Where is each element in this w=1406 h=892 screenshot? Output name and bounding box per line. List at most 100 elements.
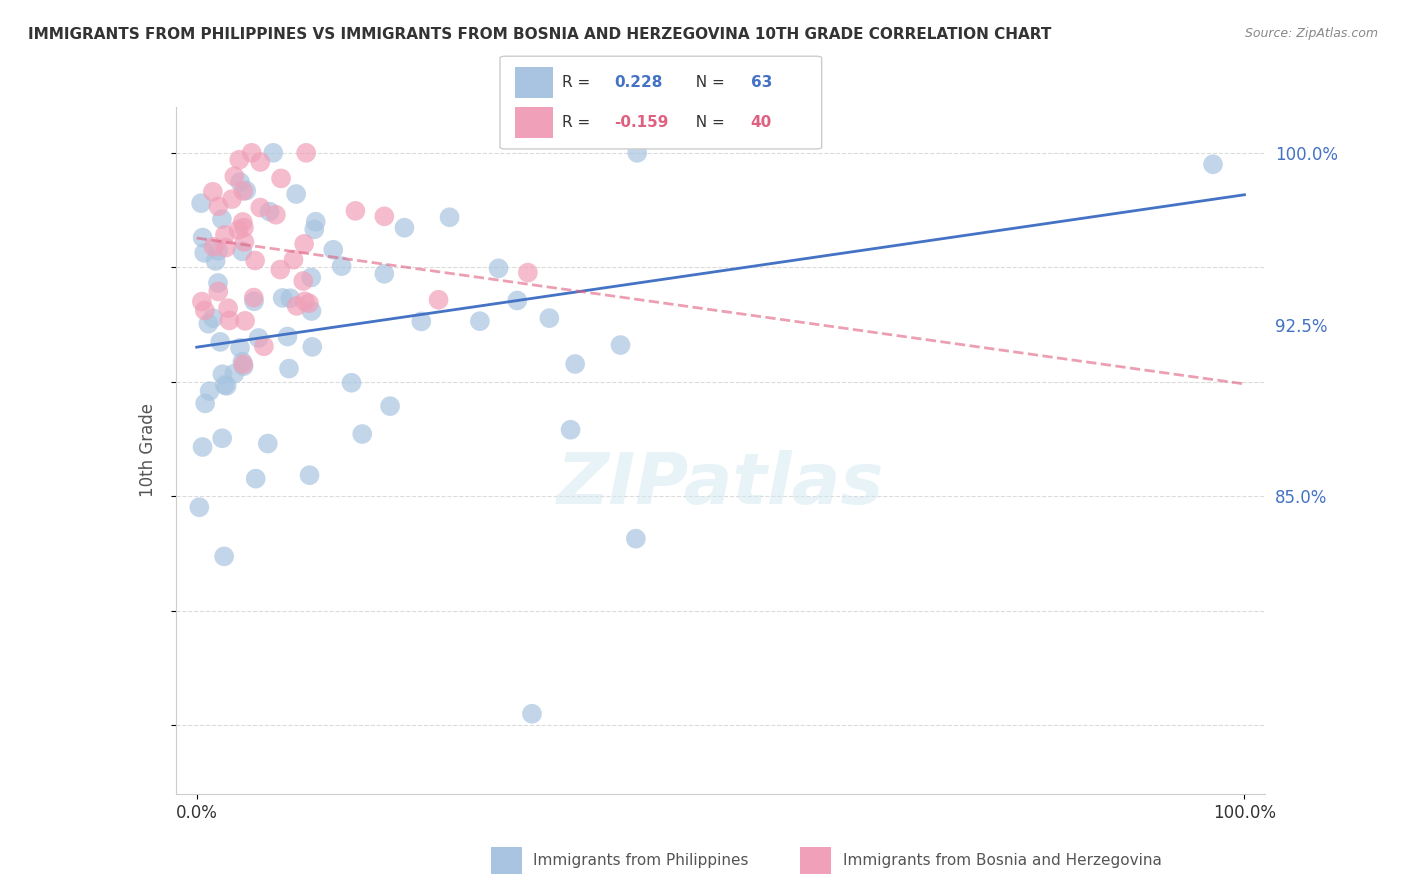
Immigrants from Philippines: [330, 259, 353, 273]
Immigrants from Philippines: [214, 378, 236, 392]
Immigrants from Philippines: [231, 355, 253, 369]
Immigrants from Philippines: [202, 311, 225, 326]
Immigrants from Philippines: [299, 270, 322, 285]
Immigrants from Philippines: [194, 396, 217, 410]
Text: Immigrants from Bosnia and Herzegovina: Immigrants from Bosnia and Herzegovina: [842, 854, 1161, 868]
Immigrants from Bosnia and Herzegovina: [194, 303, 217, 318]
Immigrants from Bosnia and Herzegovina: [249, 201, 271, 215]
Text: 63: 63: [751, 76, 772, 90]
Immigrants from Philippines: [301, 340, 323, 354]
Text: Source: ZipAtlas.com: Source: ZipAtlas.com: [1244, 27, 1378, 40]
Immigrants from Bosnia and Herzegovina: [207, 285, 229, 299]
Immigrants from Philippines: [1202, 157, 1225, 171]
Text: -0.159: -0.159: [614, 115, 669, 129]
Text: N =: N =: [686, 76, 730, 90]
Bar: [800, 847, 831, 874]
Immigrants from Bosnia and Herzegovina: [224, 169, 246, 184]
Text: ZIPatlas: ZIPatlas: [557, 450, 884, 519]
Immigrants from Bosnia and Herzegovina: [217, 301, 239, 315]
Immigrants from Bosnia and Herzegovina: [232, 184, 254, 198]
Immigrants from Philippines: [378, 399, 401, 413]
Immigrants from Philippines: [224, 367, 246, 381]
Immigrants from Philippines: [243, 294, 266, 309]
Immigrants from Bosnia and Herzegovina: [218, 313, 240, 327]
Immigrants from Bosnia and Herzegovina: [202, 240, 225, 254]
Immigrants from Philippines: [262, 145, 284, 160]
Immigrants from Philippines: [276, 329, 298, 343]
Bar: [516, 67, 553, 98]
Immigrants from Philippines: [212, 549, 235, 564]
Immigrants from Bosnia and Herzegovina: [285, 299, 308, 313]
Immigrants from Bosnia and Herzegovina: [233, 235, 256, 249]
Immigrants from Bosnia and Herzegovina: [283, 252, 305, 267]
Immigrants from Bosnia and Herzegovina: [233, 220, 256, 235]
Immigrants from Philippines: [506, 293, 529, 308]
Text: N =: N =: [686, 115, 730, 129]
Immigrants from Philippines: [301, 304, 323, 318]
Immigrants from Philippines: [609, 338, 631, 352]
Bar: [491, 847, 522, 874]
Immigrants from Philippines: [207, 276, 229, 290]
Immigrants from Philippines: [560, 423, 582, 437]
Immigrants from Bosnia and Herzegovina: [201, 185, 224, 199]
Immigrants from Bosnia and Herzegovina: [221, 192, 243, 206]
Immigrants from Philippines: [197, 317, 219, 331]
Immigrants from Philippines: [235, 184, 257, 198]
Immigrants from Philippines: [488, 261, 510, 276]
Immigrants from Bosnia and Herzegovina: [191, 294, 214, 309]
Immigrants from Philippines: [298, 468, 321, 483]
Immigrants from Philippines: [188, 500, 211, 515]
Immigrants from Bosnia and Herzegovina: [292, 236, 315, 251]
Immigrants from Bosnia and Herzegovina: [228, 223, 250, 237]
Immigrants from Bosnia and Herzegovina: [373, 210, 395, 224]
Immigrants from Philippines: [285, 187, 308, 202]
Immigrants from Philippines: [304, 222, 326, 236]
Immigrants from Bosnia and Herzegovina: [233, 314, 256, 328]
Immigrants from Bosnia and Herzegovina: [516, 266, 538, 280]
Immigrants from Bosnia and Herzegovina: [243, 253, 266, 268]
Text: Immigrants from Philippines: Immigrants from Philippines: [533, 854, 749, 868]
Immigrants from Philippines: [520, 706, 543, 721]
Immigrants from Bosnia and Herzegovina: [269, 262, 291, 277]
Immigrants from Philippines: [207, 244, 229, 258]
Immigrants from Philippines: [191, 230, 214, 244]
Immigrants from Philippines: [211, 212, 233, 227]
Immigrants from Bosnia and Herzegovina: [232, 215, 254, 229]
Immigrants from Philippines: [538, 311, 561, 326]
Immigrants from Philippines: [340, 376, 363, 390]
Immigrants from Philippines: [278, 361, 301, 376]
Immigrants from Bosnia and Herzegovina: [215, 241, 238, 255]
Immigrants from Philippines: [271, 291, 294, 305]
Immigrants from Bosnia and Herzegovina: [294, 294, 316, 309]
Immigrants from Philippines: [245, 472, 267, 486]
Immigrants from Philippines: [211, 368, 233, 382]
Immigrants from Philippines: [232, 359, 254, 373]
Y-axis label: 10th Grade: 10th Grade: [139, 403, 157, 498]
Immigrants from Bosnia and Herzegovina: [344, 203, 367, 218]
Immigrants from Bosnia and Herzegovina: [214, 227, 236, 242]
FancyBboxPatch shape: [501, 56, 821, 149]
Immigrants from Philippines: [215, 379, 238, 393]
Immigrants from Bosnia and Herzegovina: [295, 145, 318, 160]
Immigrants from Philippines: [209, 334, 232, 349]
Immigrants from Bosnia and Herzegovina: [240, 145, 263, 160]
Immigrants from Philippines: [394, 220, 416, 235]
Immigrants from Philippines: [229, 175, 252, 189]
Immigrants from Philippines: [229, 341, 252, 355]
Immigrants from Bosnia and Herzegovina: [253, 339, 276, 353]
Immigrants from Bosnia and Herzegovina: [427, 293, 450, 307]
Immigrants from Philippines: [190, 196, 212, 211]
Immigrants from Philippines: [191, 440, 214, 454]
Immigrants from Philippines: [439, 211, 461, 225]
Immigrants from Philippines: [305, 215, 328, 229]
Immigrants from Bosnia and Herzegovina: [207, 199, 229, 213]
Immigrants from Philippines: [256, 436, 278, 450]
Immigrants from Philippines: [373, 267, 395, 281]
Text: 0.228: 0.228: [614, 76, 662, 90]
Immigrants from Philippines: [624, 532, 647, 546]
Immigrants from Philippines: [247, 331, 270, 345]
Immigrants from Bosnia and Herzegovina: [264, 208, 287, 222]
Text: 40: 40: [751, 115, 772, 129]
Immigrants from Bosnia and Herzegovina: [242, 291, 264, 305]
Immigrants from Bosnia and Herzegovina: [232, 357, 254, 371]
